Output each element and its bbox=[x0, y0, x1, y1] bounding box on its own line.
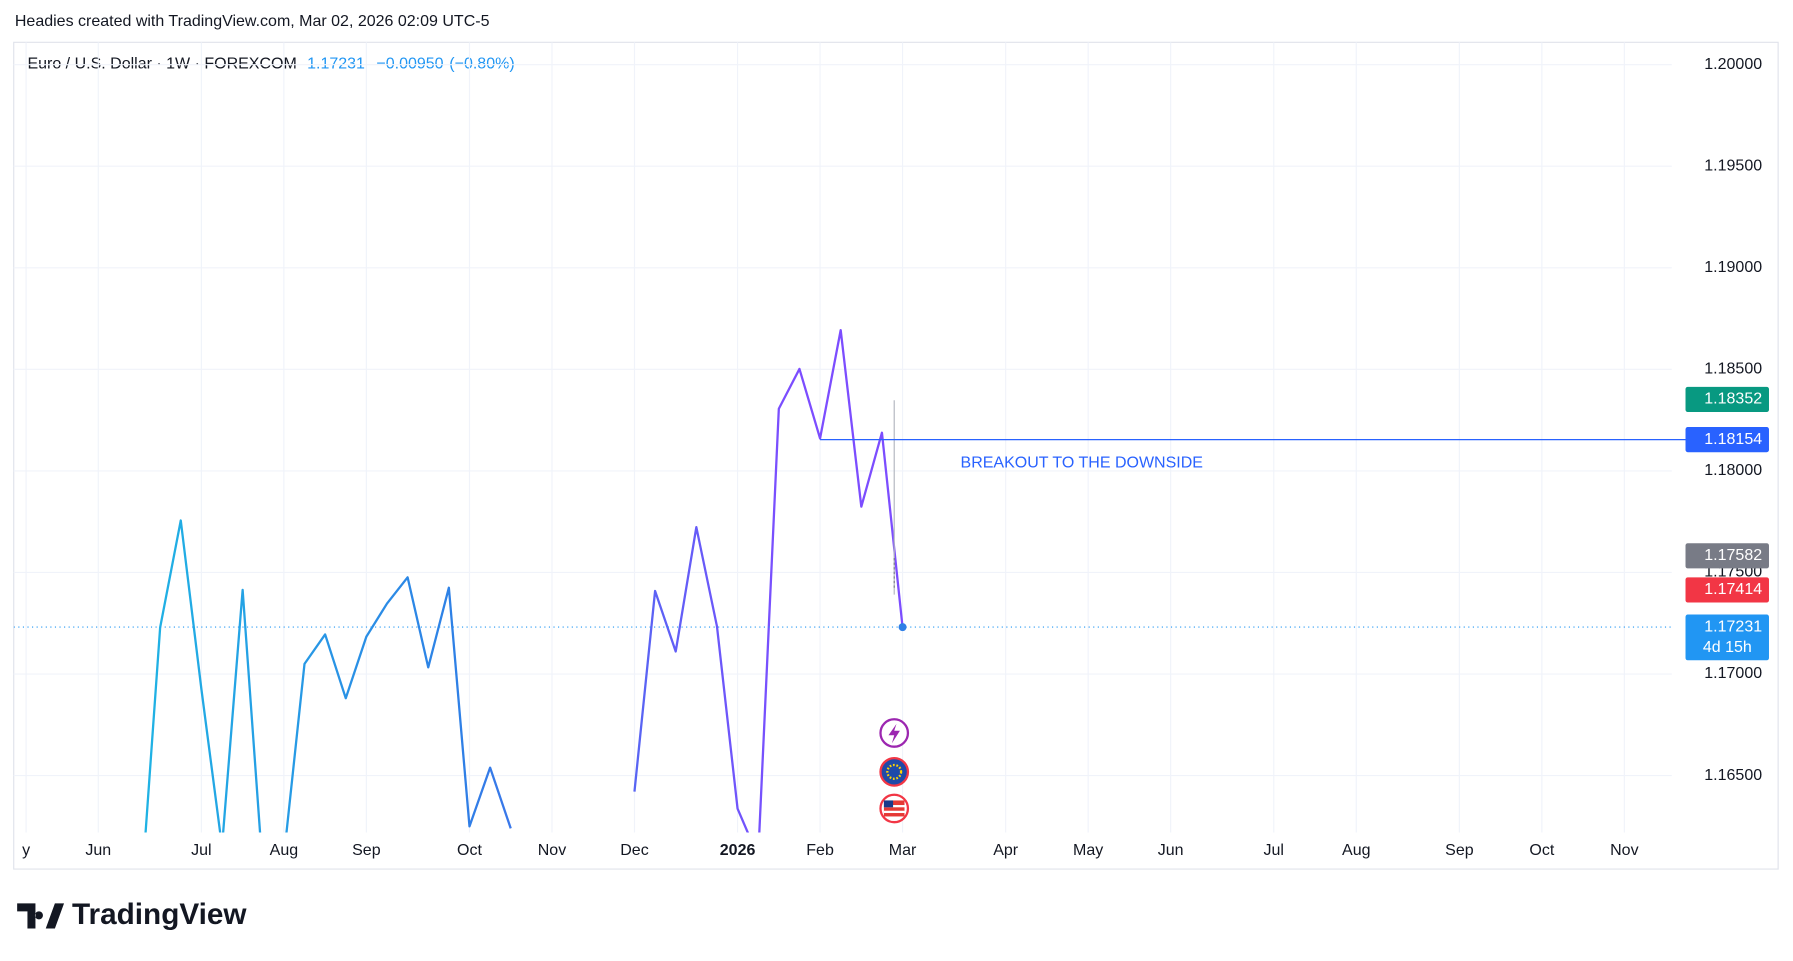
logo: TradingView bbox=[17, 898, 247, 931]
logo-icon bbox=[17, 903, 65, 929]
countdown-label: 4d 15h bbox=[1703, 639, 1752, 656]
event-icon-eu bbox=[879, 756, 910, 787]
price-tag bbox=[1685, 543, 1769, 569]
x-tick-label: y bbox=[22, 842, 30, 859]
y-tick-label: 1.17000 bbox=[1704, 665, 1762, 682]
x-tick-label: Oct bbox=[457, 842, 482, 859]
plot-area bbox=[13, 328, 1672, 833]
x-tick-label: Sep bbox=[352, 842, 381, 859]
x-tick-label: Aug bbox=[270, 842, 298, 859]
y-tick-label: 1.18500 bbox=[1704, 361, 1762, 378]
legend-last: 1.17231 bbox=[307, 55, 365, 72]
us-stripe bbox=[883, 805, 905, 808]
x-tick-label: Feb bbox=[806, 842, 834, 859]
x-tick-label: 2026 bbox=[720, 842, 756, 859]
x-tick-label: Jul bbox=[1264, 842, 1284, 859]
last-point bbox=[898, 623, 907, 632]
price-tag bbox=[1685, 614, 1769, 661]
annotation: BREAKOUT TO THE DOWNSIDE bbox=[961, 454, 1203, 471]
price-tags: 1.18352 1.18154 1.17582 1.17414 1.17231 4d 15… bbox=[1685, 386, 1769, 661]
us-stripe bbox=[883, 810, 905, 814]
chart-frame bbox=[13, 41, 1779, 870]
price-tag-label: 1.17414 bbox=[1704, 581, 1762, 598]
x-tick-label: Nov bbox=[1610, 842, 1638, 859]
legend-change-pct: (−0.80%) bbox=[449, 55, 514, 72]
legend-symbol: Euro / U.S. Dollar · 1W · FOREXCOM bbox=[27, 55, 296, 72]
price-line bbox=[144, 328, 904, 833]
price-tag-label: 1.17582 bbox=[1704, 547, 1762, 564]
x-tick-label: May bbox=[1073, 842, 1103, 859]
price-tag bbox=[1685, 577, 1769, 603]
y-tick-label: 1.18000 bbox=[1704, 462, 1762, 479]
x-tick-label: Aug bbox=[1342, 842, 1370, 859]
y-tick-label: 1.19500 bbox=[1704, 157, 1762, 174]
x-tick-label: Nov bbox=[538, 842, 566, 859]
x-tick-label: Dec bbox=[620, 842, 648, 859]
y-tick-label: 1.20000 bbox=[1704, 56, 1762, 73]
grid: 1.20000 1.19500 1.19000 1.18500 1.18000 1.175… bbox=[13, 42, 1762, 859]
x-tick-label: Sep bbox=[1445, 842, 1474, 859]
price-tag bbox=[1685, 427, 1769, 453]
header-text: Headies created with TradingView.com, Ma… bbox=[15, 13, 490, 30]
logo-text: TradingView bbox=[72, 898, 247, 931]
x-tick-label: Jul bbox=[191, 842, 211, 859]
price-tag bbox=[1685, 386, 1769, 412]
price-tag-label: 1.18352 bbox=[1704, 391, 1762, 408]
x-tick-label: Oct bbox=[1529, 842, 1554, 859]
price-tag-label: 1.18154 bbox=[1704, 431, 1762, 448]
price-tag-label: 1.17231 bbox=[1704, 618, 1762, 635]
x-tick-label: Jun bbox=[1158, 842, 1184, 859]
y-tick-label: 1.19000 bbox=[1704, 259, 1762, 276]
x-tick-label: Apr bbox=[993, 842, 1019, 859]
event-icons bbox=[879, 718, 910, 824]
x-tick-label: Jun bbox=[85, 842, 111, 859]
x-tick-label: Mar bbox=[889, 842, 917, 859]
lightning bbox=[888, 723, 900, 744]
legend-change: −0.00950 bbox=[376, 55, 443, 72]
eu-stars bbox=[886, 763, 903, 780]
us-canton bbox=[883, 800, 894, 808]
y-tick-label: 1.16500 bbox=[1704, 767, 1762, 784]
